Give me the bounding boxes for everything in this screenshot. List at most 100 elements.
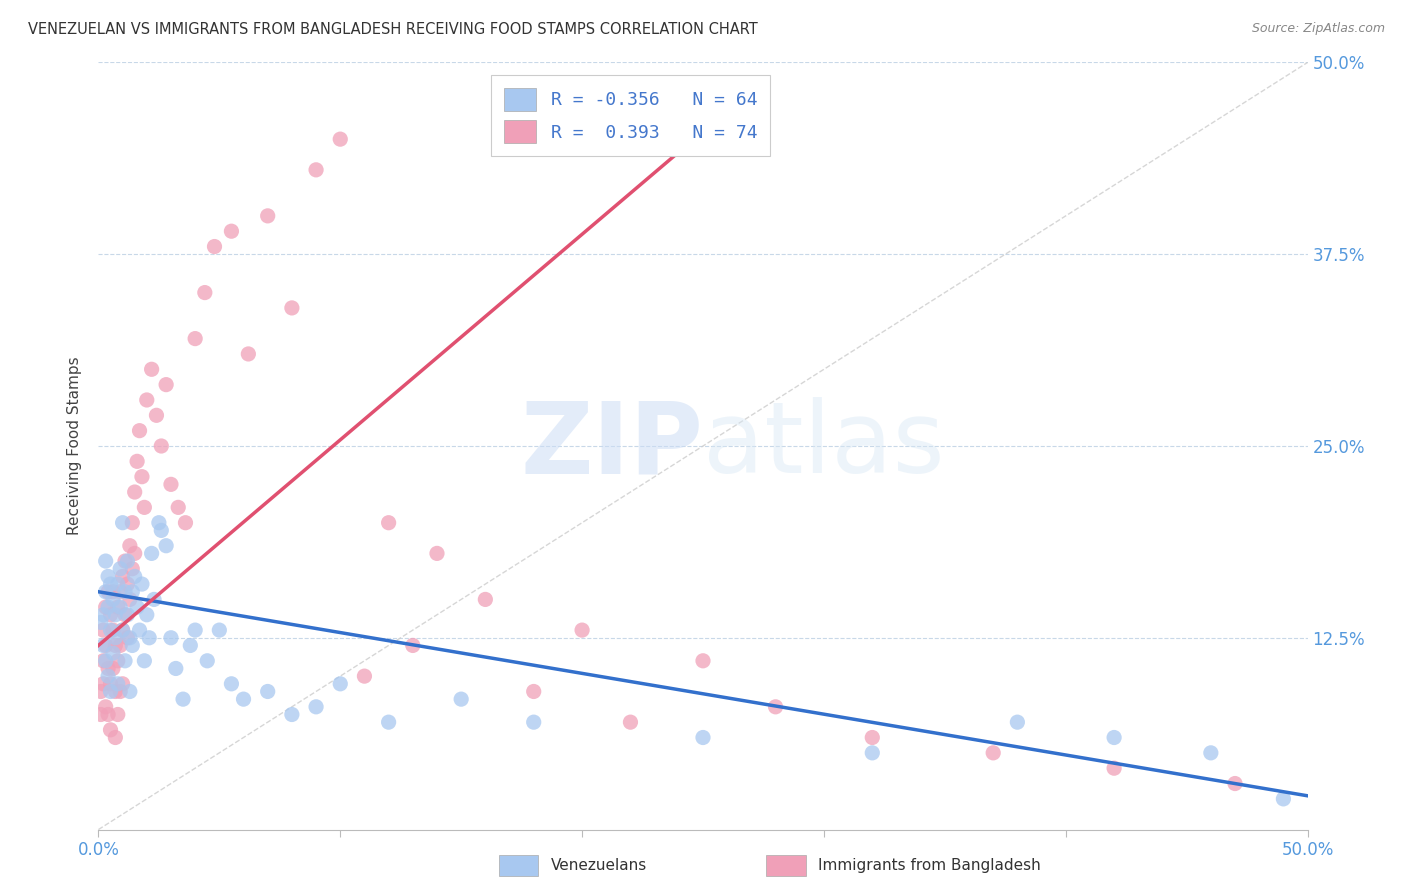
Point	[108, 600, 131, 615]
Text: atlas: atlas	[703, 398, 945, 494]
Point	[281, 301, 304, 315]
Point	[172, 692, 194, 706]
Point	[208, 623, 231, 637]
Point	[329, 132, 352, 146]
Point	[353, 669, 375, 683]
Point	[108, 562, 131, 576]
Point	[141, 362, 163, 376]
Point	[100, 684, 122, 698]
Point	[97, 569, 120, 583]
Point	[104, 684, 127, 698]
Point	[101, 646, 124, 660]
Point	[100, 623, 122, 637]
Point	[692, 731, 714, 745]
Point	[104, 639, 127, 653]
Point	[97, 661, 120, 675]
Point	[107, 600, 129, 615]
Point	[114, 654, 136, 668]
Point	[118, 631, 141, 645]
Point	[94, 584, 117, 599]
Point	[174, 516, 197, 530]
Point	[100, 607, 122, 622]
Point	[134, 500, 156, 515]
Point	[90, 707, 112, 722]
Point	[281, 707, 304, 722]
Point	[108, 684, 131, 698]
Point	[1007, 715, 1029, 730]
Y-axis label: Receiving Food Stamps: Receiving Food Stamps	[67, 357, 83, 535]
Point	[104, 631, 127, 645]
Point	[117, 577, 139, 591]
Point	[114, 584, 136, 599]
Point	[305, 162, 328, 177]
Point	[141, 546, 163, 560]
Point	[94, 699, 117, 714]
Legend: R = -0.356   N = 64, R =  0.393   N = 74: R = -0.356 N = 64, R = 0.393 N = 74	[491, 75, 770, 156]
Point	[107, 654, 129, 668]
Point	[131, 577, 153, 591]
Point	[94, 554, 117, 568]
Point	[94, 639, 117, 653]
Point	[765, 699, 787, 714]
Point	[232, 692, 254, 706]
Point	[1199, 746, 1222, 760]
Point	[184, 623, 207, 637]
Point	[121, 584, 143, 599]
Point	[107, 707, 129, 722]
Point	[238, 347, 260, 361]
Point	[184, 332, 207, 346]
Point	[100, 577, 122, 591]
Point	[155, 377, 177, 392]
Point	[114, 607, 136, 622]
Text: Immigrants from Bangladesh: Immigrants from Bangladesh	[818, 858, 1040, 872]
Point	[107, 577, 129, 591]
Point	[121, 562, 143, 576]
Point	[377, 516, 399, 530]
Point	[1102, 761, 1125, 775]
Point	[860, 746, 883, 760]
Text: Venezuelans: Venezuelans	[551, 858, 647, 872]
Point	[128, 424, 150, 438]
Point	[860, 731, 883, 745]
Point	[94, 600, 117, 615]
Point	[91, 677, 114, 691]
Point	[114, 554, 136, 568]
Point	[1272, 792, 1295, 806]
Point	[160, 631, 183, 645]
Point	[450, 692, 472, 706]
Point	[981, 746, 1004, 760]
Point	[150, 524, 173, 538]
Point	[91, 654, 114, 668]
Point	[118, 539, 141, 553]
Point	[101, 592, 124, 607]
Point	[100, 723, 122, 737]
Point	[179, 639, 201, 653]
Point	[111, 569, 134, 583]
Point	[221, 224, 243, 238]
Point	[97, 600, 120, 615]
Point	[619, 715, 641, 730]
Point	[167, 500, 190, 515]
Point	[121, 639, 143, 653]
Point	[97, 584, 120, 599]
Point	[143, 592, 166, 607]
Point	[221, 677, 243, 691]
Point	[111, 516, 134, 530]
Point	[571, 623, 593, 637]
Point	[135, 392, 157, 407]
Point	[474, 592, 496, 607]
Point	[305, 699, 328, 714]
Point	[145, 409, 167, 423]
Text: Source: ZipAtlas.com: Source: ZipAtlas.com	[1251, 22, 1385, 36]
Point	[118, 684, 141, 698]
Point	[135, 607, 157, 622]
Point	[108, 584, 131, 599]
Point	[1102, 731, 1125, 745]
Point	[195, 654, 218, 668]
Point	[104, 731, 127, 745]
Point	[91, 623, 114, 637]
Point	[150, 439, 173, 453]
Point	[426, 546, 449, 560]
Point	[160, 477, 183, 491]
Point	[101, 623, 124, 637]
